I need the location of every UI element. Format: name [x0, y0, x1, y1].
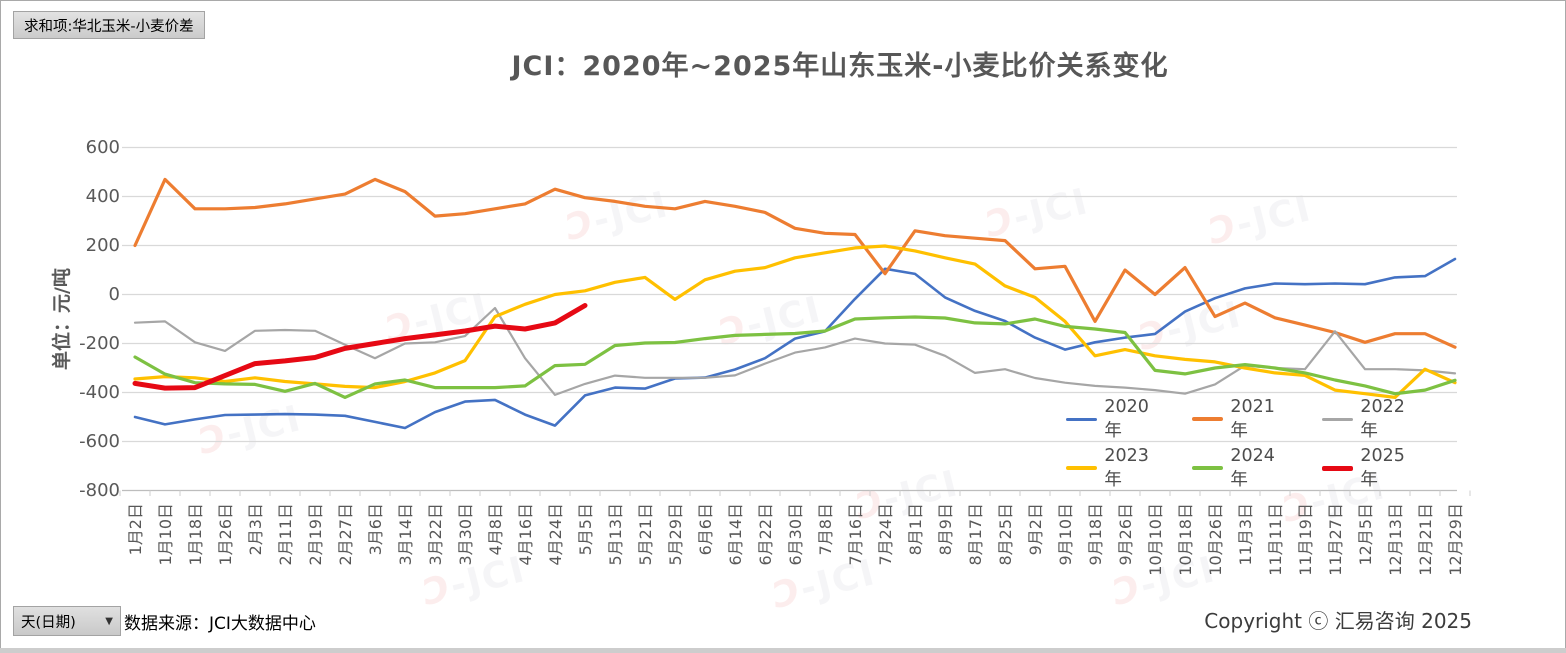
y-tick-label: 400	[85, 185, 120, 207]
x-tick-label: 3月14日	[396, 503, 415, 566]
x-tick-label: 2月27日	[336, 503, 355, 566]
y-tick-label: 200	[85, 234, 120, 256]
x-tick-label: 4月16日	[516, 503, 535, 566]
x-tick-label: 11月11日	[1266, 503, 1285, 576]
y-tick-label: 600	[85, 136, 120, 158]
x-tick-label: 1月10日	[156, 503, 175, 566]
x-tick-label: 5月21日	[636, 503, 655, 566]
legend-label: 2024年	[1230, 445, 1275, 490]
x-tick-label: 11月27日	[1326, 503, 1345, 576]
legend-item-2025年[interactable]: 2025年	[1322, 446, 1412, 490]
data-source-label: 数据来源：JCI大数据中心	[124, 614, 316, 634]
legend-swatch-icon	[1066, 417, 1098, 421]
pivot-field-button[interactable]: 求和项:华北玉米-小麦价差	[13, 11, 205, 39]
x-tick-label: 12月21日	[1416, 503, 1435, 576]
x-tick-label: 8月1日	[906, 503, 925, 556]
x-tick-label: 6月22日	[756, 503, 775, 566]
x-tick-label: 9月2日	[1026, 503, 1045, 556]
x-tick-label: 4月8日	[486, 503, 505, 556]
legend-label: 2023年	[1104, 445, 1149, 490]
axis-field-button[interactable]: 天(日期) ▼	[13, 606, 121, 636]
y-tick-label: -800	[79, 479, 120, 501]
y-tick-label: 0	[108, 283, 120, 305]
x-tick-label: 1月2日	[126, 503, 145, 556]
x-tick-label: 5月13日	[606, 503, 625, 566]
x-tick-label: 9月10日	[1056, 503, 1075, 566]
x-tick-label: 8月17日	[966, 503, 985, 566]
x-tick-label: 5月5日	[576, 503, 595, 556]
legend-swatch-icon	[1066, 466, 1098, 470]
legend-label: 2020年	[1104, 396, 1149, 441]
legend-item-2024年[interactable]: 2024年	[1192, 446, 1282, 490]
legend-swatch-icon	[1322, 465, 1354, 471]
x-tick-label: 6月6日	[696, 503, 715, 556]
window-bottom-edge	[0, 648, 1566, 653]
x-tick-label: 6月30日	[786, 503, 805, 566]
axis-field-label: 天(日期)	[21, 614, 76, 631]
x-tick-label: 9月18日	[1086, 503, 1105, 566]
legend-item-2022年[interactable]: 2022年	[1322, 397, 1412, 441]
x-tick-label: 11月19日	[1296, 503, 1315, 576]
x-tick-label: 6月14日	[726, 503, 745, 566]
x-tick-label: 7月16日	[846, 503, 865, 566]
x-tick-label: 3月30日	[456, 503, 475, 566]
x-tick-label: 9月26日	[1116, 503, 1135, 566]
legend-swatch-icon	[1322, 417, 1354, 421]
x-tick-label: 7月8日	[816, 503, 835, 556]
x-tick-label: 7月24日	[876, 503, 895, 566]
pivot-field-label: 求和项:华北玉米-小麦价差	[24, 18, 194, 35]
x-tick-label: 2月3日	[246, 503, 265, 556]
x-tick-label: 1月18日	[186, 503, 205, 566]
legend-item-2023年[interactable]: 2023年	[1066, 446, 1156, 490]
x-tick-label: 12月29日	[1446, 503, 1465, 576]
series-line-2023年	[133, 244, 1457, 399]
legend-item-2020年[interactable]: 2020年	[1066, 397, 1156, 441]
x-tick-label: 3月6日	[366, 503, 385, 556]
series-line-2021年	[133, 177, 1457, 349]
series-line-2024年	[133, 315, 1457, 399]
x-tick-label: 4月24日	[546, 503, 565, 566]
legend-item-2021年[interactable]: 2021年	[1192, 397, 1282, 441]
y-tick-label: -400	[79, 381, 120, 403]
chart-title: JCI：2020年~2025年山东玉米-小麦比价关系变化	[511, 51, 1169, 82]
x-tick-label: 2月19日	[306, 503, 325, 566]
x-tick-label: 10月18日	[1176, 503, 1195, 576]
x-tick-label: 5月29日	[666, 503, 685, 566]
series-line-2020年	[133, 257, 1457, 430]
copyright-label: Copyright ⓒ 汇易咨询 2025	[1204, 609, 1472, 633]
legend-label: 2022年	[1360, 396, 1405, 441]
x-tick-label: 2月11日	[276, 503, 295, 566]
series-line-2025年	[132, 303, 588, 391]
x-tick-label: 8月9日	[936, 503, 955, 556]
x-tick-label: 10月10日	[1146, 503, 1165, 576]
legend-label: 2025年	[1360, 445, 1405, 490]
x-tick-label: 12月5日	[1356, 503, 1375, 566]
x-tick-label: 11月3日	[1236, 503, 1255, 566]
x-tick-label: 8月25日	[996, 503, 1015, 566]
y-tick-label: -600	[79, 430, 120, 452]
legend-swatch-icon	[1192, 417, 1224, 421]
legend-swatch-icon	[1192, 466, 1224, 470]
x-tick-label: 1月26日	[216, 503, 235, 566]
y-tick-label: -200	[79, 332, 120, 354]
dropdown-arrow-icon: ▼	[105, 615, 113, 627]
x-tick-label: 12月13日	[1386, 503, 1405, 576]
x-tick-label: 10月26日	[1206, 503, 1225, 576]
legend-label: 2021年	[1230, 396, 1275, 441]
x-tick-label: 3月22日	[426, 503, 445, 566]
